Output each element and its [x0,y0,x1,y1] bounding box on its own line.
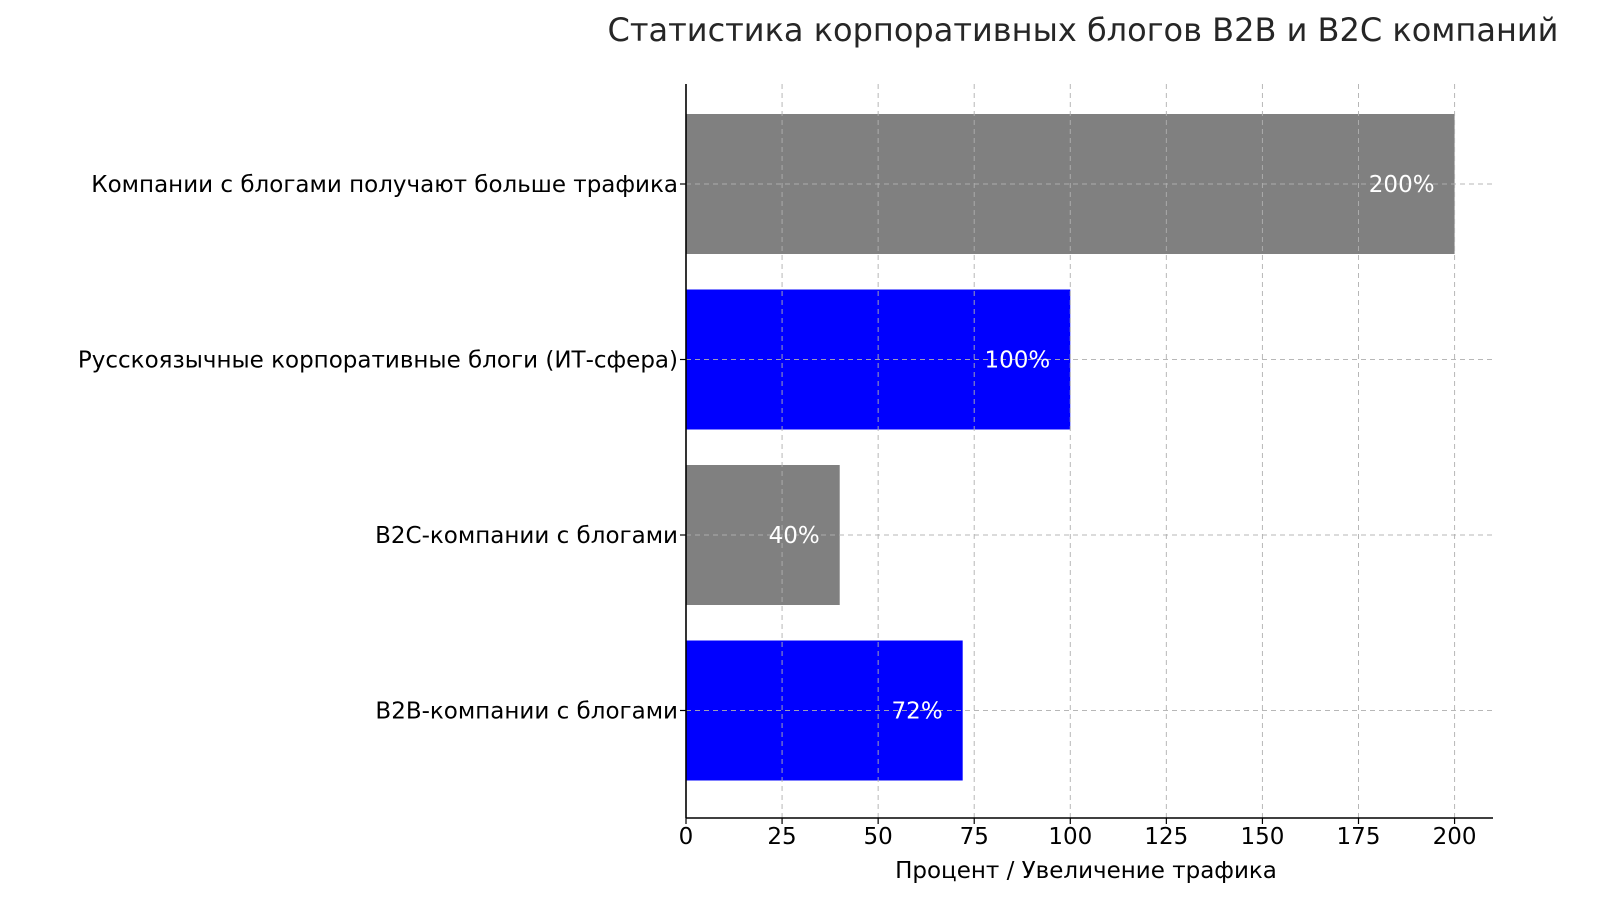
x-tick-label: 75 [960,824,989,850]
y-axis-labels: B2B-компании с блогами B2C-компании с бло… [78,172,686,725]
x-tick-label: 0 [679,824,694,850]
x-tick-label: 150 [1240,824,1284,850]
x-tick-label: 175 [1337,824,1381,850]
category-label: Русскоязычные корпоративные блоги (ИТ-сф… [78,348,678,374]
category-label: Компании с блогами получают больше трафи… [91,172,678,198]
x-tick-label: 125 [1144,824,1188,850]
x-axis-ticks: 0 25 50 75 100 125 150 175 200 [679,818,1477,850]
data-label: 200% [1369,172,1435,198]
data-label: 40% [769,523,820,549]
category-label: B2B-компании с блогами [375,699,678,725]
x-tick-label: 25 [767,824,796,850]
x-tick-label: 100 [1048,824,1092,850]
data-labels: 72% 40% 100% 200% [769,172,1435,725]
x-tick-label: 50 [864,824,893,850]
x-axis-label: Процент / Увеличение трафика [895,858,1277,884]
chart-title: Статистика корпоративных блогов B2B и B2… [608,11,1559,49]
x-tick-label: 200 [1433,824,1477,850]
data-label: 72% [892,699,943,725]
data-label: 100% [985,348,1051,374]
category-label: B2C-компании с блогами [375,523,678,549]
